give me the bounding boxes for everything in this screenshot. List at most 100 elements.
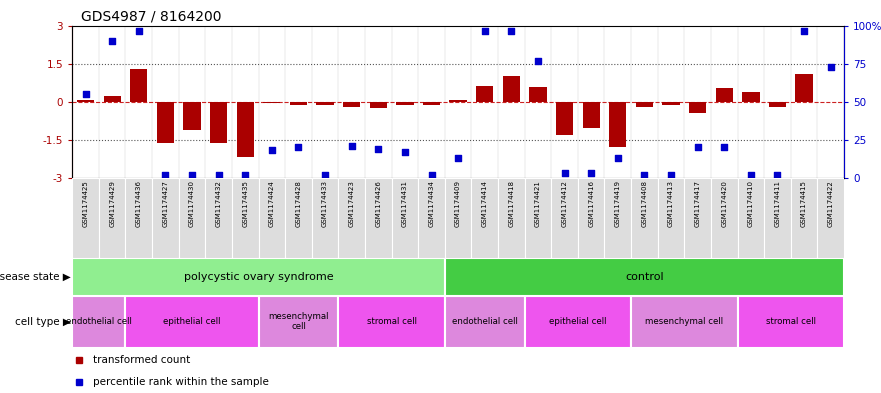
- Text: GSM1174433: GSM1174433: [322, 180, 328, 227]
- Point: [318, 171, 332, 178]
- Bar: [418, 178, 445, 258]
- Text: endothelial cell: endothelial cell: [66, 317, 132, 326]
- Text: stromal cell: stromal cell: [766, 317, 816, 326]
- Bar: [77, 100, 94, 102]
- Bar: [370, 102, 387, 108]
- Text: GSM1174427: GSM1174427: [162, 180, 168, 227]
- Bar: [658, 178, 685, 258]
- Bar: [556, 102, 574, 135]
- Bar: [604, 178, 631, 258]
- Bar: [737, 178, 764, 258]
- Bar: [125, 296, 258, 348]
- Text: GSM1174425: GSM1174425: [83, 180, 89, 227]
- Bar: [183, 102, 201, 130]
- Text: GSM1174436: GSM1174436: [136, 180, 142, 227]
- Bar: [152, 178, 179, 258]
- Bar: [715, 88, 733, 102]
- Bar: [210, 102, 227, 143]
- Text: GSM1174414: GSM1174414: [482, 180, 488, 227]
- Text: GSM1174422: GSM1174422: [827, 180, 833, 227]
- Text: GDS4987 / 8164200: GDS4987 / 8164200: [81, 9, 221, 23]
- Text: GSM1174410: GSM1174410: [748, 180, 754, 227]
- Text: polycystic ovary syndrome: polycystic ovary syndrome: [184, 272, 333, 282]
- Bar: [263, 102, 280, 103]
- Text: GSM1174408: GSM1174408: [641, 180, 648, 227]
- Text: cell type ▶: cell type ▶: [15, 317, 70, 327]
- Bar: [503, 75, 520, 102]
- Bar: [179, 178, 205, 258]
- Bar: [609, 102, 626, 147]
- Point: [105, 38, 119, 44]
- Bar: [471, 178, 498, 258]
- Bar: [663, 102, 679, 105]
- Point: [211, 171, 226, 178]
- Bar: [237, 102, 254, 158]
- Text: GSM1174435: GSM1174435: [242, 180, 248, 227]
- Bar: [72, 258, 445, 296]
- Point: [504, 28, 518, 34]
- Bar: [423, 102, 440, 105]
- Bar: [343, 102, 360, 107]
- Point: [824, 64, 838, 70]
- Point: [292, 144, 306, 151]
- Text: GSM1174419: GSM1174419: [615, 180, 621, 227]
- Point: [478, 28, 492, 34]
- Point: [637, 171, 651, 178]
- Text: GSM1174409: GSM1174409: [455, 180, 461, 227]
- Bar: [764, 178, 791, 258]
- Bar: [631, 296, 737, 348]
- Bar: [258, 178, 285, 258]
- Bar: [338, 296, 445, 348]
- Text: mesenchymal
cell: mesenchymal cell: [268, 312, 329, 331]
- Text: epithelial cell: epithelial cell: [163, 317, 221, 326]
- Text: GSM1174413: GSM1174413: [668, 180, 674, 227]
- Bar: [498, 178, 525, 258]
- Text: stromal cell: stromal cell: [366, 317, 417, 326]
- Bar: [445, 178, 471, 258]
- Bar: [818, 178, 844, 258]
- Text: GSM1174415: GSM1174415: [801, 180, 807, 227]
- Text: transformed count: transformed count: [93, 355, 190, 365]
- Point: [744, 171, 758, 178]
- Point: [371, 146, 385, 152]
- Text: GSM1174429: GSM1174429: [109, 180, 115, 227]
- Bar: [365, 178, 391, 258]
- Bar: [578, 178, 604, 258]
- Bar: [285, 178, 312, 258]
- Bar: [791, 178, 818, 258]
- Point: [344, 143, 359, 149]
- Point: [451, 155, 465, 161]
- Bar: [130, 69, 147, 102]
- Bar: [396, 102, 413, 105]
- Bar: [796, 74, 813, 102]
- Bar: [449, 100, 467, 102]
- Point: [664, 171, 678, 178]
- Bar: [445, 296, 525, 348]
- Point: [691, 144, 705, 151]
- Point: [238, 171, 252, 178]
- Text: percentile rank within the sample: percentile rank within the sample: [93, 377, 270, 387]
- Text: GSM1174428: GSM1174428: [295, 180, 301, 227]
- Point: [611, 155, 625, 161]
- Bar: [258, 296, 338, 348]
- Bar: [582, 102, 600, 129]
- Bar: [316, 102, 334, 105]
- Text: GSM1174416: GSM1174416: [589, 180, 594, 227]
- Bar: [769, 102, 786, 107]
- Text: GSM1174411: GSM1174411: [774, 180, 781, 227]
- Bar: [290, 102, 307, 105]
- Bar: [552, 178, 578, 258]
- Bar: [742, 92, 759, 102]
- Point: [185, 171, 199, 178]
- Point: [770, 171, 784, 178]
- Point: [717, 144, 731, 151]
- Bar: [312, 178, 338, 258]
- Text: GSM1174417: GSM1174417: [694, 180, 700, 227]
- Text: GSM1174434: GSM1174434: [428, 180, 434, 227]
- Text: endothelial cell: endothelial cell: [452, 317, 518, 326]
- Text: GSM1174430: GSM1174430: [189, 180, 195, 227]
- Text: control: control: [626, 272, 663, 282]
- Text: epithelial cell: epithelial cell: [549, 317, 607, 326]
- Point: [531, 58, 545, 64]
- Bar: [711, 178, 737, 258]
